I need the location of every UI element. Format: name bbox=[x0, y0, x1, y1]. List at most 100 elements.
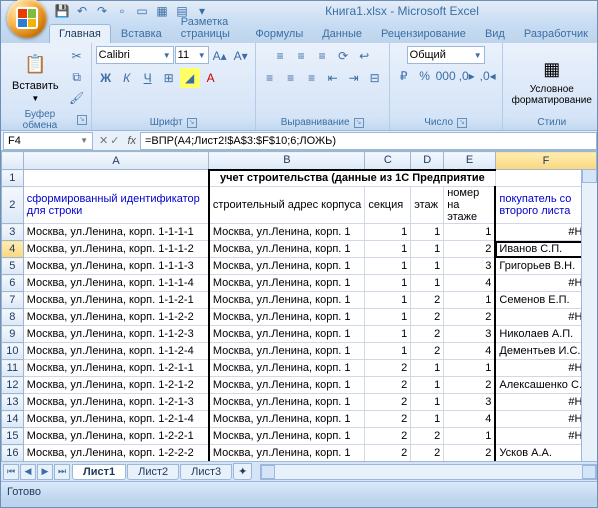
row-header-7[interactable]: 7 bbox=[2, 292, 24, 309]
ribbon-tab-0[interactable]: Главная bbox=[49, 24, 111, 43]
name-box[interactable]: F4▼ bbox=[3, 132, 93, 150]
row-header-11[interactable]: 11 bbox=[2, 360, 24, 377]
horizontal-scrollbar[interactable] bbox=[260, 464, 597, 480]
cell-A16[interactable]: Москва, ул.Ленина, корп. 1-2-2-2 bbox=[23, 445, 209, 462]
cell-E7[interactable]: 1 bbox=[444, 292, 496, 309]
cell-C7[interactable]: 1 bbox=[365, 292, 411, 309]
cell-C8[interactable]: 1 bbox=[365, 309, 411, 326]
column-header-B[interactable]: B bbox=[209, 152, 365, 170]
cell-A9[interactable]: Москва, ул.Ленина, корп. 1-1-2-3 bbox=[23, 326, 209, 343]
row-header-15[interactable]: 15 bbox=[2, 428, 24, 445]
ribbon-tab-5[interactable]: Рецензирование bbox=[372, 25, 475, 43]
cell-A2[interactable]: сформированный идентификатор для строки bbox=[23, 187, 209, 224]
row-header-6[interactable]: 6 bbox=[2, 275, 24, 292]
italic-button[interactable]: К bbox=[117, 68, 137, 88]
cell-E9[interactable]: 3 bbox=[444, 326, 496, 343]
shrink-font-icon[interactable]: A▾ bbox=[231, 46, 251, 66]
cell-E8[interactable]: 2 bbox=[444, 309, 496, 326]
cell-E15[interactable]: 1 bbox=[444, 428, 496, 445]
ribbon-tab-3[interactable]: Формулы bbox=[246, 25, 312, 43]
cell-A14[interactable]: Москва, ул.Ленина, корп. 1-2-1-4 bbox=[23, 411, 209, 428]
cell-B13[interactable]: Москва, ул.Ленина, корп. 1 bbox=[209, 394, 365, 411]
cell-E5[interactable]: 3 bbox=[444, 258, 496, 275]
cell-A15[interactable]: Москва, ул.Ленина, корп. 1-2-2-1 bbox=[23, 428, 209, 445]
underline-button[interactable]: Ч bbox=[138, 68, 158, 88]
cell-E13[interactable]: 3 bbox=[444, 394, 496, 411]
indent-inc-icon[interactable]: ⇥ bbox=[344, 68, 364, 88]
worksheet-grid[interactable]: ABCDEF1учет строительства (данные из 1С … bbox=[1, 151, 597, 461]
bold-button[interactable]: Ж bbox=[96, 68, 116, 88]
ribbon-tab-4[interactable]: Данные bbox=[313, 25, 371, 43]
format-painter-icon[interactable]: 🖌 bbox=[67, 88, 87, 108]
sheet-tab-2[interactable]: Лист3 bbox=[180, 464, 232, 480]
column-header-F[interactable]: F bbox=[495, 152, 596, 170]
row-header-2[interactable]: 2 bbox=[2, 187, 24, 224]
cell-E3[interactable]: 1 bbox=[444, 224, 496, 241]
cell-C5[interactable]: 1 bbox=[365, 258, 411, 275]
row-header-12[interactable]: 12 bbox=[2, 377, 24, 394]
select-all-corner[interactable] bbox=[2, 152, 24, 170]
cell-B5[interactable]: Москва, ул.Ленина, корп. 1 bbox=[209, 258, 365, 275]
cell-D15[interactable]: 2 bbox=[411, 428, 444, 445]
cell-D9[interactable]: 2 bbox=[411, 326, 444, 343]
align-center-icon[interactable]: ≡ bbox=[281, 68, 301, 88]
cell-C14[interactable]: 2 bbox=[365, 411, 411, 428]
cell-E11[interactable]: 1 bbox=[444, 360, 496, 377]
copy-icon[interactable]: ⧉ bbox=[67, 67, 87, 87]
align-bot-icon[interactable]: ≡ bbox=[312, 46, 332, 66]
border-icon[interactable]: ⊞ bbox=[159, 68, 179, 88]
sheet-tab-1[interactable]: Лист2 bbox=[127, 464, 179, 480]
cell-C15[interactable]: 2 bbox=[365, 428, 411, 445]
dec-decimal-icon[interactable]: ,0◂ bbox=[478, 66, 498, 86]
cell-B4[interactable]: Москва, ул.Ленина, корп. 1 bbox=[209, 241, 365, 258]
column-header-A[interactable]: A bbox=[23, 152, 209, 170]
dialog-launcher-icon[interactable]: ↘ bbox=[187, 118, 197, 128]
cell-A3[interactable]: Москва, ул.Ленина, корп. 1-1-1-1 bbox=[23, 224, 209, 241]
save-icon[interactable]: 💾 bbox=[53, 2, 71, 20]
column-header-C[interactable]: C bbox=[365, 152, 411, 170]
row-header-1[interactable]: 1 bbox=[2, 170, 24, 187]
cancel-icon[interactable]: ✕ bbox=[99, 134, 108, 147]
cell-C4[interactable]: 1 bbox=[365, 241, 411, 258]
cell-C6[interactable]: 1 bbox=[365, 275, 411, 292]
cell-C13[interactable]: 2 bbox=[365, 394, 411, 411]
align-mid-icon[interactable]: ≡ bbox=[291, 46, 311, 66]
cell-C11[interactable]: 2 bbox=[365, 360, 411, 377]
cell-C9[interactable]: 1 bbox=[365, 326, 411, 343]
open-icon[interactable]: ▭ bbox=[133, 2, 151, 20]
formula-input[interactable]: =ВПР(A4;Лист2!$A$3:$F$10;6;ЛОЖЬ) bbox=[140, 132, 597, 150]
cell-A10[interactable]: Москва, ул.Ленина, корп. 1-1-2-4 bbox=[23, 343, 209, 360]
cell-A4[interactable]: Москва, ул.Ленина, корп. 1-1-1-2 bbox=[23, 241, 209, 258]
cell-B7[interactable]: Москва, ул.Ленина, корп. 1 bbox=[209, 292, 365, 309]
orientation-icon[interactable]: ⟳ bbox=[333, 46, 353, 66]
row-header-5[interactable]: 5 bbox=[2, 258, 24, 275]
cell-B12[interactable]: Москва, ул.Ленина, корп. 1 bbox=[209, 377, 365, 394]
cell-D13[interactable]: 1 bbox=[411, 394, 444, 411]
fx-icon[interactable]: fx bbox=[123, 135, 140, 147]
tab-nav-next-icon[interactable]: ▶ bbox=[37, 464, 53, 480]
row-header-14[interactable]: 14 bbox=[2, 411, 24, 428]
number-format-combo[interactable]: Общий▼ bbox=[407, 46, 485, 64]
cell-D7[interactable]: 2 bbox=[411, 292, 444, 309]
new-icon[interactable]: ▫ bbox=[113, 2, 131, 20]
paste-button[interactable]: 📋 Вставить ▼ bbox=[7, 49, 64, 106]
align-top-icon[interactable]: ≡ bbox=[270, 46, 290, 66]
row-header-8[interactable]: 8 bbox=[2, 309, 24, 326]
quickprint-icon[interactable]: ▦ bbox=[153, 2, 171, 20]
cell-E16[interactable]: 2 bbox=[444, 445, 496, 462]
cell-B3[interactable]: Москва, ул.Ленина, корп. 1 bbox=[209, 224, 365, 241]
cell-D6[interactable]: 1 bbox=[411, 275, 444, 292]
cell-C16[interactable]: 2 bbox=[365, 445, 411, 462]
cell-B15[interactable]: Москва, ул.Ленина, корп. 1 bbox=[209, 428, 365, 445]
dialog-launcher-icon[interactable]: ↘ bbox=[354, 118, 364, 128]
cell-A7[interactable]: Москва, ул.Ленина, корп. 1-1-2-1 bbox=[23, 292, 209, 309]
inc-decimal-icon[interactable]: ,0▸ bbox=[457, 66, 477, 86]
undo-icon[interactable]: ↶ bbox=[73, 2, 91, 20]
ribbon-tab-2[interactable]: Разметка страницы bbox=[172, 13, 246, 43]
percent-icon[interactable]: % bbox=[415, 66, 435, 86]
cell-C12[interactable]: 2 bbox=[365, 377, 411, 394]
cell-D2[interactable]: этаж bbox=[411, 187, 444, 224]
cell-C10[interactable]: 1 bbox=[365, 343, 411, 360]
cell-A12[interactable]: Москва, ул.Ленина, корп. 1-2-1-2 bbox=[23, 377, 209, 394]
cell-B11[interactable]: Москва, ул.Ленина, корп. 1 bbox=[209, 360, 365, 377]
